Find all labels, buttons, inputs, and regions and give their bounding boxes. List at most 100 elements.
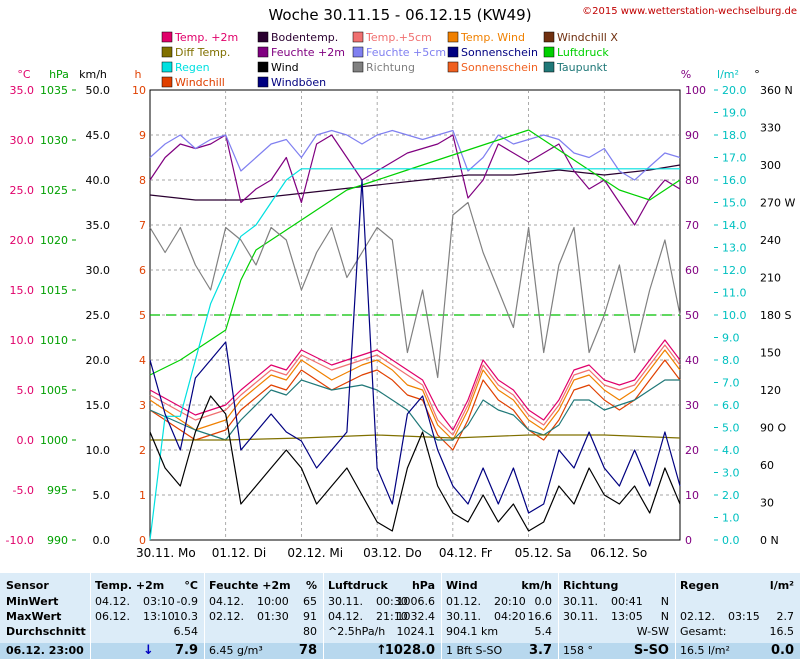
legend-label: Taupunkt (556, 61, 608, 74)
stats-cell: 6.45 g/m³ (209, 644, 263, 657)
tick-rain: 2.0 (722, 489, 740, 502)
tick-rain: 11.0 (722, 287, 747, 300)
x-tick-label: 05.12. Sa (515, 546, 572, 560)
series-line (149, 129, 681, 181)
stats-row: ^2.5hPa/h 1024.1 (324, 625, 441, 639)
stats-rain-col: Regen l/m² 02.12. 03:15 2.7 Gesamt: 16.5 16.5 l… (676, 573, 800, 659)
legend-swatch (161, 31, 173, 43)
tick-pressure: 1035 (40, 84, 68, 97)
tick-humidity: 100 (685, 84, 706, 97)
stats-value: 16.6 (527, 610, 553, 623)
stats-cell: ^2.5hPa/h (328, 625, 386, 638)
tick-rain: 10.0 (722, 309, 747, 322)
x-tick-label: 30.11. Mo (136, 546, 196, 560)
stats-value: 0.0 (534, 595, 553, 608)
stats-row: 16.5 l/m² 0.0 (676, 643, 800, 659)
axis-unit-pressure: hPa (49, 68, 69, 81)
stats-header-wind: Wind (446, 579, 478, 592)
tick-pressure: 1025 (40, 184, 68, 197)
separator (204, 573, 205, 659)
tick-direction: 330 (760, 122, 781, 135)
tick-wind: 5.0 (93, 489, 111, 502)
legend-label: Wind (271, 61, 299, 74)
stats-value: 1028.0 (384, 643, 435, 658)
stats-cell: 01.12. (446, 595, 481, 608)
stats-row: 904.1 km 5.4 (442, 625, 558, 639)
series-line (150, 434, 681, 441)
legend-label: Temp. Wind (460, 31, 525, 44)
tick-rain: 4.0 (722, 444, 740, 457)
axis-unit-temp: °C (17, 68, 31, 81)
separator (90, 573, 91, 659)
stats-cell: 10:00 (257, 595, 289, 608)
stats-cell: 02.12. (209, 610, 244, 623)
tick-sun: 10 (132, 84, 146, 97)
tick-wind: 35.0 (86, 219, 111, 232)
stats-pressure-col: Luftdruck hPa 30.11. 00:30 1006.6 04.12. 21:10… (324, 573, 441, 659)
tick-rain: 0.0 (722, 534, 740, 547)
stats-header-temp: Temp. +2m (95, 579, 165, 592)
tick-wind: 25.0 (86, 309, 111, 322)
tick-humidity: 50 (685, 309, 699, 322)
tick-humidity: 60 (685, 264, 699, 277)
tick-temp: 5.0 (17, 384, 35, 397)
legend-label: Temp. +2m (174, 31, 238, 44)
tick-rain: 19.0 (722, 107, 747, 120)
stats-value: 3.7 (528, 643, 552, 658)
stats-row: Gesamt: 16.5 (676, 625, 800, 639)
stats-value: 10.3 (173, 610, 199, 623)
tick-rain: 5.0 (722, 422, 740, 435)
stats-row: 30.11. 00:41 N (559, 595, 675, 609)
tick-pressure: 995 (47, 484, 68, 497)
stats-cell: 04.12. (328, 610, 363, 623)
tick-pressure: 1010 (40, 334, 68, 347)
tick-rain: 8.0 (722, 354, 740, 367)
chart-title: Woche 30.11.15 - 06.12.15 (KW49) (268, 6, 531, 24)
tick-humidity: 90 (685, 129, 699, 142)
separator (558, 573, 559, 659)
stats-header-pressure: Luftdruck (328, 579, 388, 592)
tick-sun: 6 (139, 264, 146, 277)
tick-temp: 35.0 (10, 84, 35, 97)
series-line (149, 129, 681, 376)
stats-humidity-col: Feuchte +2m% 04.12. 10:00 65 02.12. 01:30 91 80… (205, 573, 323, 659)
tick-sun: 1 (139, 489, 146, 502)
legend-label: Regen (175, 61, 210, 74)
tick-humidity: 70 (685, 219, 699, 232)
tick-rain: 13.0 (722, 242, 747, 255)
stats-cell: 13:05 (611, 610, 643, 623)
legend-swatch (257, 61, 269, 73)
stats-cell: 00:30 (376, 595, 408, 608)
series-line (149, 339, 681, 431)
legend-label: Bodentemp. (271, 31, 338, 44)
x-tick-label: 06.12. So (590, 546, 647, 560)
legend-swatch (543, 46, 555, 58)
stats-value: 1032.4 (396, 610, 436, 623)
stats-temp-col: Temp. +2m °C 04.12. 03:10 -0.9 06.12. 13:10 10.… (91, 573, 204, 659)
weather-chart: Woche 30.11.15 - 06.12.15 (KW49) ©2015 ww… (6, 6, 797, 560)
tick-direction: 90 O (760, 422, 786, 435)
tick-sun: 7 (139, 219, 146, 232)
separator (675, 573, 676, 659)
stats-cell: Gesamt: (680, 625, 727, 638)
x-tick-label: 01.12. Di (212, 546, 267, 560)
separator (441, 573, 442, 659)
tick-sun: 5 (139, 309, 146, 322)
tick-temp: -10.0 (6, 534, 34, 547)
stats-direction-col: Richtung 30.11. 00:41 N 30.11. 13:05 N W-SW 158 … (559, 573, 675, 659)
stats-cell: 02.12. (680, 610, 715, 623)
tick-humidity: 10 (685, 489, 699, 502)
tick-sun: 0 (139, 534, 146, 547)
stats-wind-col: Wind km/h 01.12. 20:10 0.0 30.11. 04:20 16.6 904… (442, 573, 558, 659)
legend-swatch (447, 31, 459, 43)
stats-value: 2.7 (776, 610, 795, 623)
stats-value: -0.9 (176, 595, 198, 608)
copyright: ©2015 www.wetterstation-wechselburg.de (582, 6, 797, 17)
tick-rain: 20.0 (722, 84, 747, 97)
tick-direction: 0 N (760, 534, 779, 547)
tick-sun: 8 (139, 174, 146, 187)
tick-pressure: 1020 (40, 234, 68, 247)
stats-cell: 904.1 km (446, 625, 499, 638)
stats-value: 65 (303, 595, 317, 608)
stats-row: ↓ 7.9 (91, 643, 204, 659)
